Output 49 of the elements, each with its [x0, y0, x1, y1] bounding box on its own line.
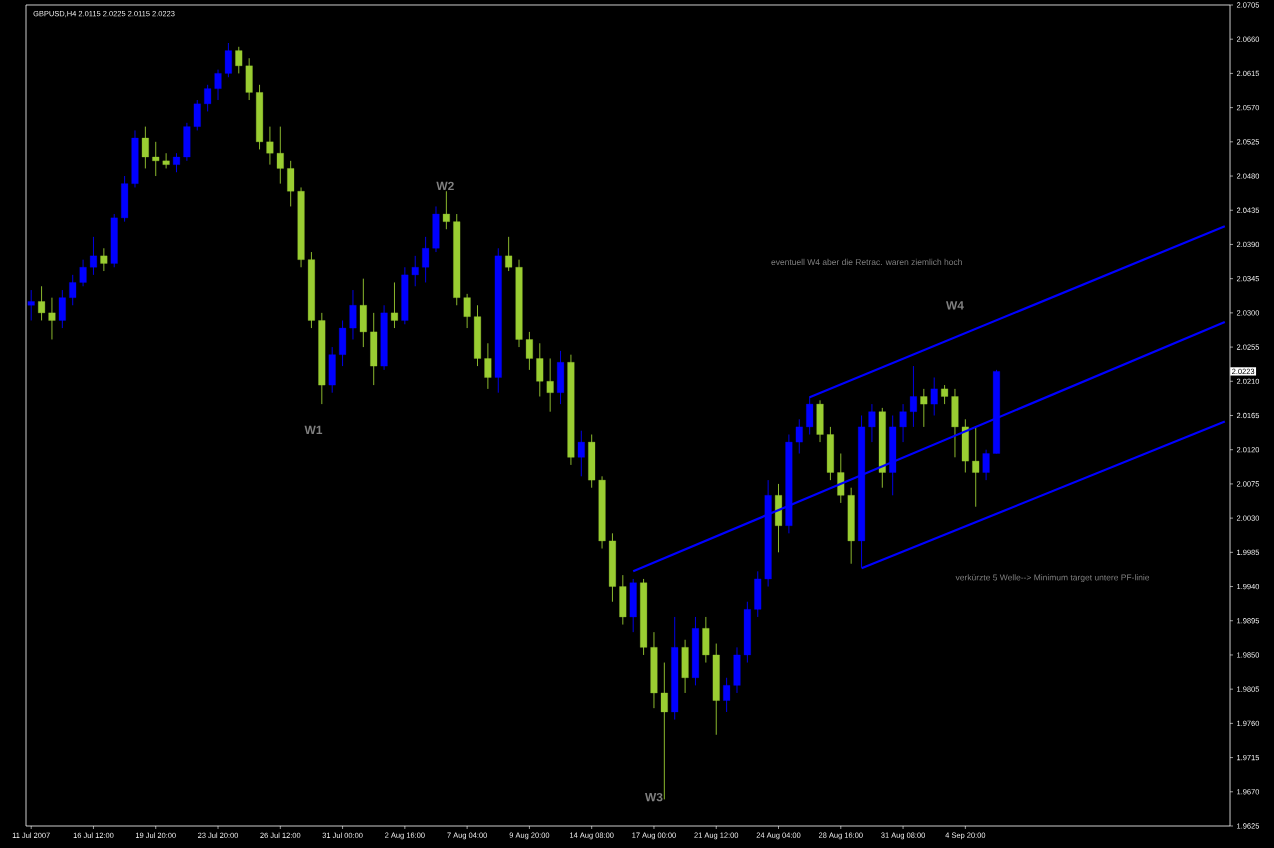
candlestick [58, 289, 66, 329]
candlestick [141, 126, 149, 169]
candlestick [525, 331, 533, 371]
candlestick [411, 255, 419, 287]
annotation: W3 [645, 792, 663, 802]
candlestick [837, 453, 845, 504]
candlestick [723, 677, 731, 713]
candlestick [48, 297, 56, 340]
candlestick [173, 152, 180, 173]
candlestick [422, 236, 430, 283]
candlestick [38, 285, 46, 321]
candlestick [266, 126, 274, 166]
candlestick [235, 46, 243, 74]
candlestick [204, 84, 212, 112]
candlestick [505, 236, 513, 272]
candlestick [463, 293, 471, 329]
candlestick [276, 126, 284, 185]
candlestick [442, 190, 450, 230]
candlestick [484, 342, 492, 390]
candlestick [100, 247, 108, 272]
candlestick [287, 160, 295, 207]
candlestick [391, 282, 398, 329]
candlestick [79, 259, 87, 287]
candlestick [972, 426, 980, 508]
annotation: eventuell W4 aber die Retrac. waren ziemlich hoch [771, 258, 962, 266]
candlestick [224, 42, 232, 78]
candlestick [536, 342, 544, 397]
candlestick [941, 384, 949, 405]
candlestick [349, 289, 357, 340]
annotation: verkürzte 5 Welle--> Minimum target untere PF-linie [955, 574, 1150, 583]
candlestick [162, 152, 170, 169]
candlestick [930, 377, 938, 416]
candlestick [89, 236, 97, 276]
candlestick [193, 99, 201, 131]
candlestick [868, 403, 876, 443]
candlestick [909, 365, 917, 428]
candlestick [920, 388, 928, 428]
annotation: W4 [946, 301, 964, 310]
annotation: W1 [304, 425, 323, 435]
candlestick [546, 358, 554, 413]
candlestick [69, 274, 77, 306]
candlestick [152, 141, 160, 177]
candlestick [577, 430, 585, 477]
annotation: W2 [436, 181, 454, 191]
candlestick [795, 418, 803, 454]
candlestick [982, 449, 990, 481]
candlestick [214, 69, 222, 101]
candlestick [899, 403, 907, 443]
candlestick [27, 289, 35, 321]
